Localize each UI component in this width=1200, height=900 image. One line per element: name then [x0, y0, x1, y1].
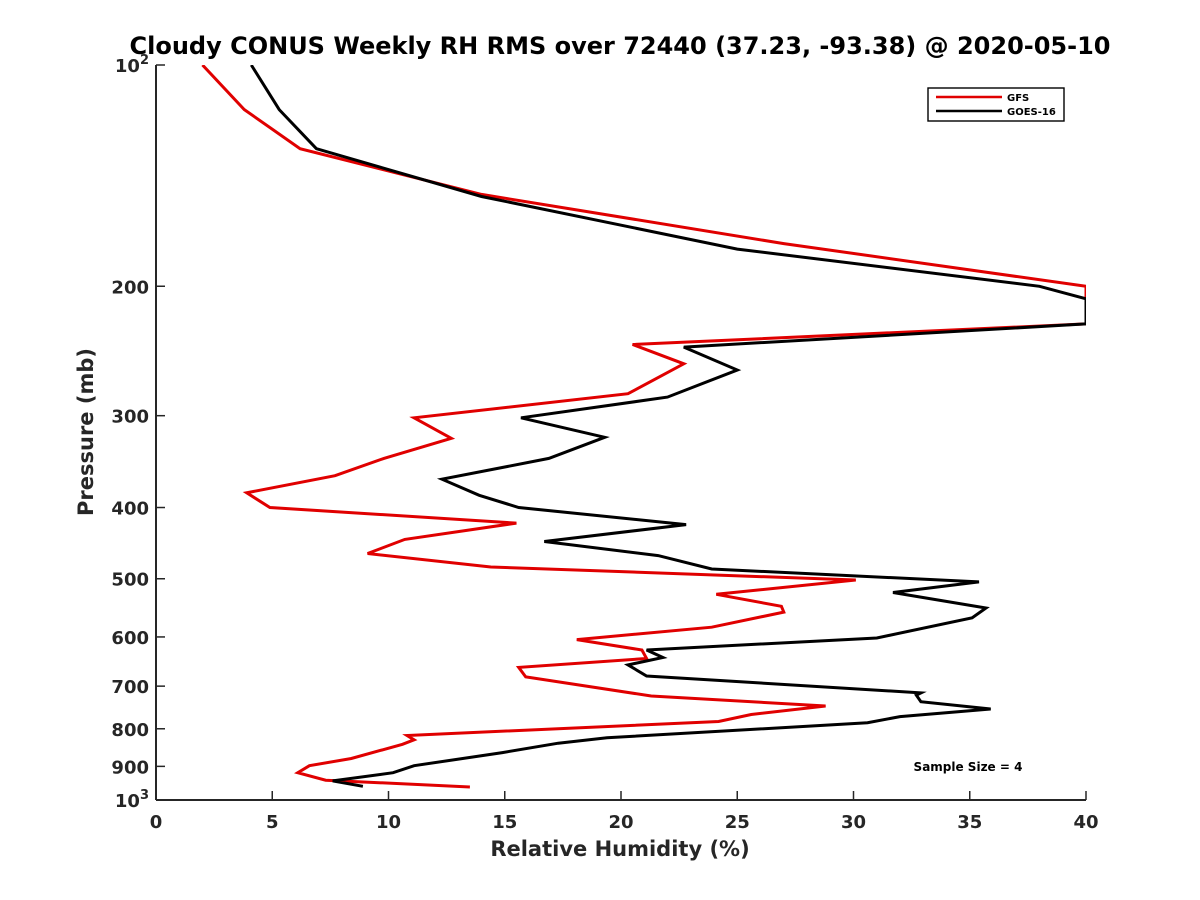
x-tick-label: 0 — [150, 812, 163, 833]
y-tick-label: 600 — [111, 628, 149, 649]
x-tick-label: 20 — [608, 812, 633, 833]
x-tick-label: 30 — [841, 812, 866, 833]
x-axis-label: Relative Humidity (%) — [490, 837, 749, 861]
x-tick-label: 10 — [376, 812, 401, 833]
series-line-goes16 — [250, 65, 1086, 788]
legend-label-goes16: GOES-16 — [1007, 107, 1056, 118]
y-tick-label: 700 — [111, 677, 149, 698]
y-tick-label: 103 — [115, 788, 149, 812]
plot-area: 0 5 10 15 20 25 30 35 40 102 200 300 400 500 600 700 800… — [111, 53, 1098, 833]
series-line-gfs — [201, 65, 1086, 789]
legend: GFS GOES-16 — [927, 87, 1065, 122]
x-tick-label: 15 — [492, 812, 517, 833]
y-tick-label: 400 — [111, 499, 149, 520]
y-tick-label: 200 — [111, 277, 149, 298]
y-tick-label: 102 — [115, 53, 149, 77]
y-tick-label: 800 — [111, 720, 149, 741]
y-tick-label: 900 — [111, 757, 149, 778]
y-tick-label: 500 — [111, 570, 149, 591]
x-tick-label: 35 — [957, 812, 982, 833]
legend-label-gfs: GFS — [1007, 93, 1029, 104]
legend-box — [927, 87, 1065, 122]
sample-size-annotation: Sample Size = 4 — [914, 760, 1023, 774]
y-axis-label: Pressure (mb) — [74, 348, 98, 516]
chart-title: Cloudy CONUS Weekly RH RMS over 72440 (3… — [130, 32, 1111, 60]
x-tick-label: 40 — [1073, 812, 1098, 833]
x-tick-label: 25 — [725, 812, 750, 833]
y-tick-label: 300 — [111, 407, 149, 428]
x-tick-label: 5 — [266, 812, 279, 833]
